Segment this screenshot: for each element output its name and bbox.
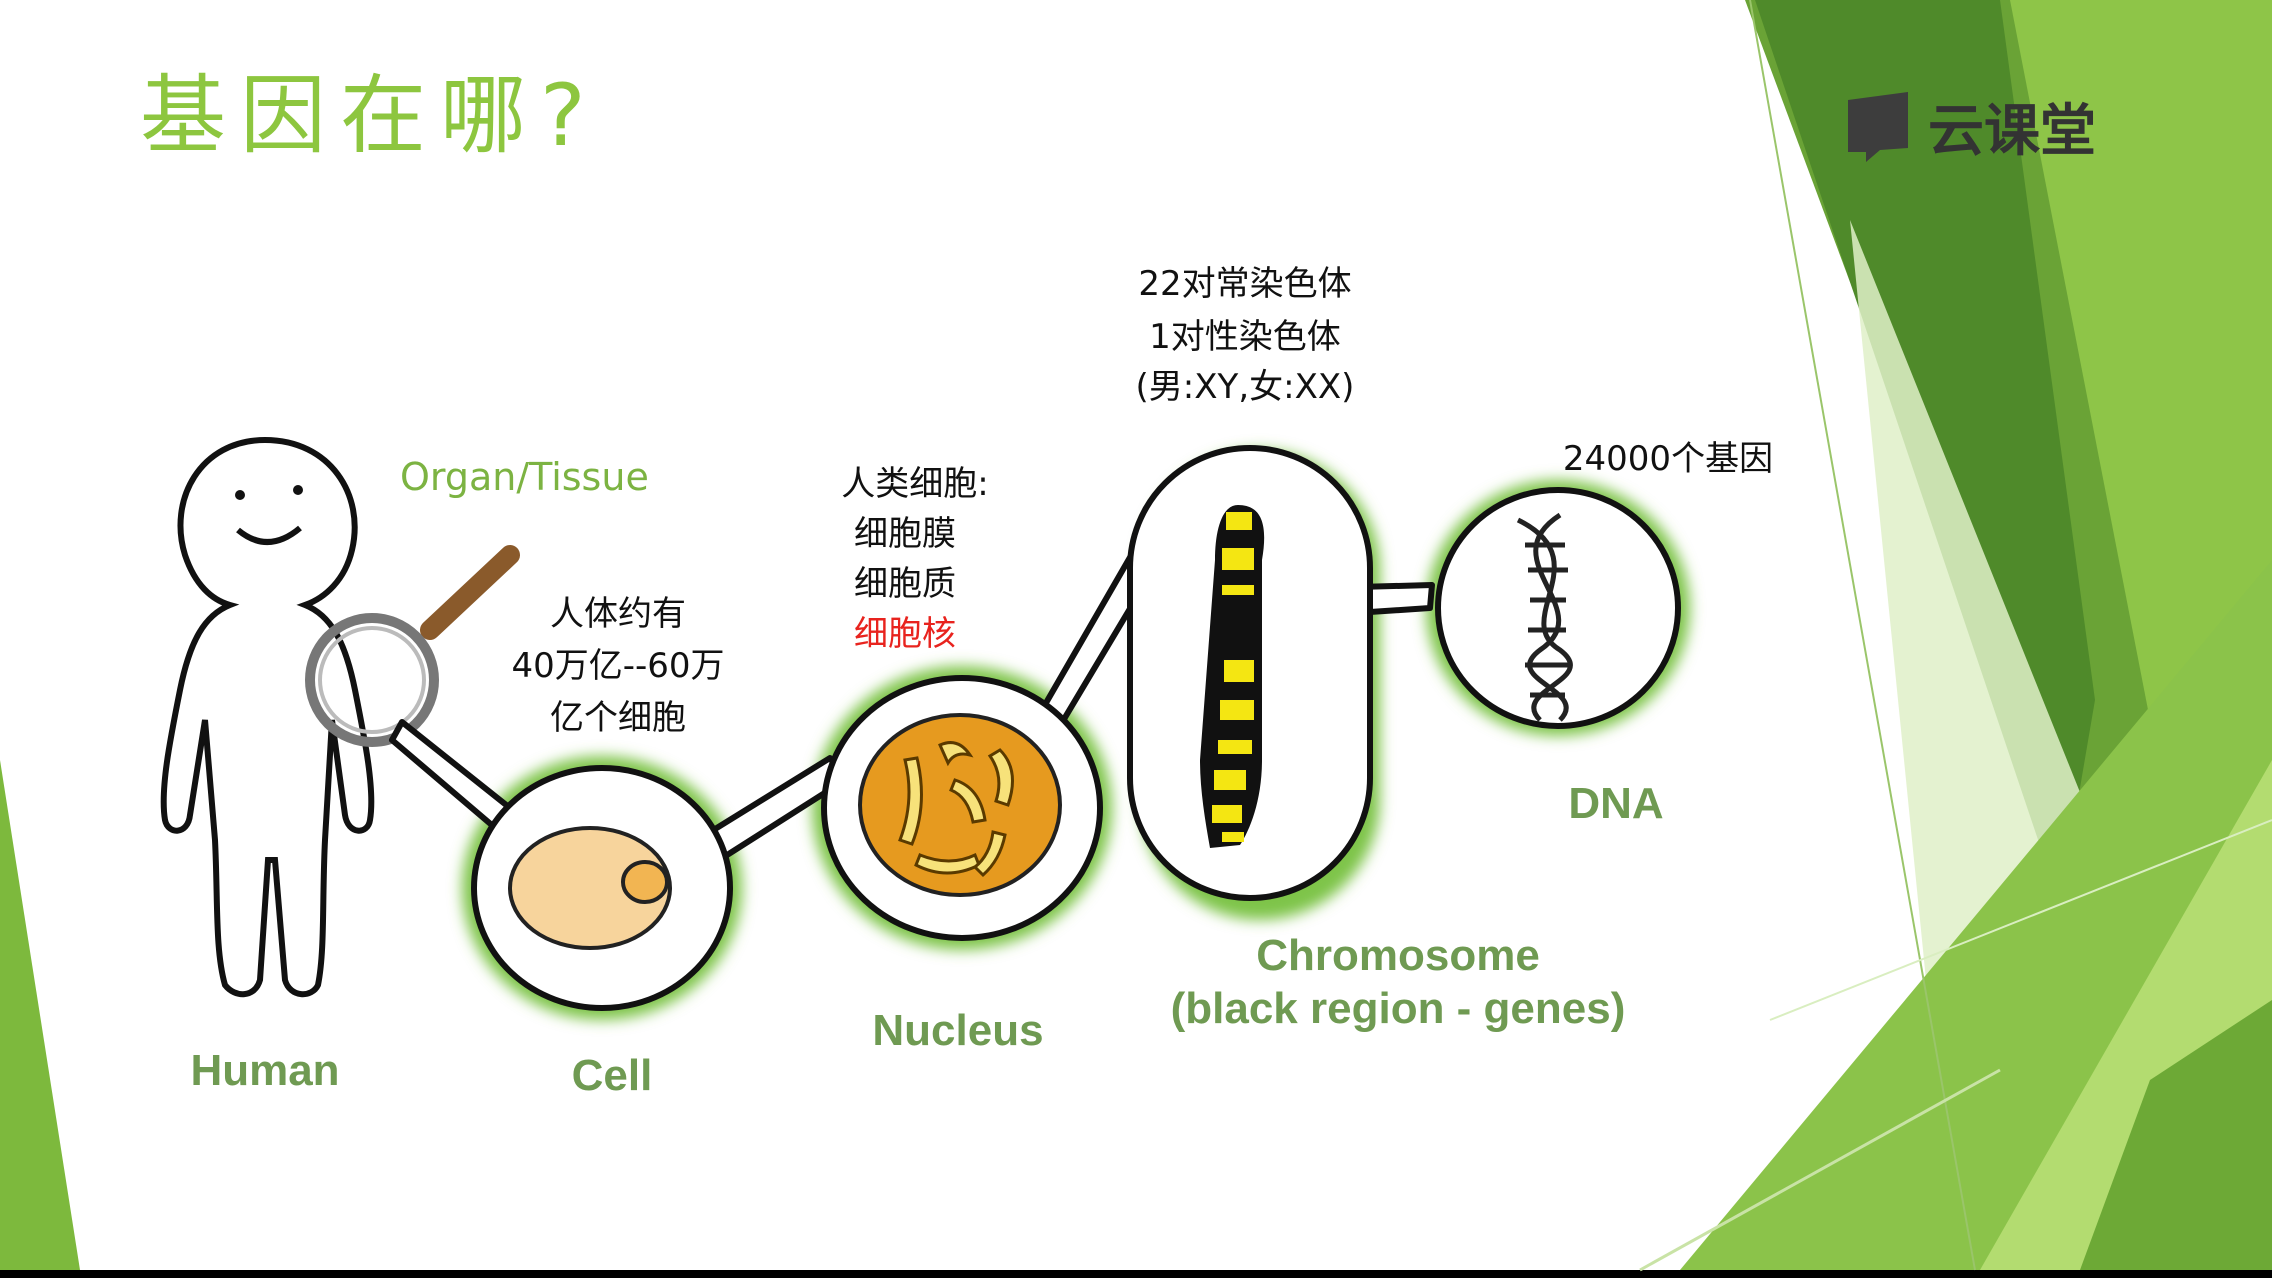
note-line: 细胞质 [854,564,956,604]
note-line: 40万亿--60万 [511,646,724,686]
note-line: 22对常染色体 [1138,264,1351,304]
label-cell: Cell [572,1051,653,1100]
chromosome-bubble [1127,445,1373,901]
chromosome-note: 22对常染色体 1对性染色体 (男:XY,女:XX) [1136,264,1355,407]
human-figure-icon [160,436,375,998]
magnifier-icon [305,545,520,747]
logo-text: 云课堂 [1928,99,2096,164]
label-chromosome-sub: (black region - genes) [1171,984,1626,1033]
note-line: 亿个细胞 [550,698,686,738]
label-dna: DNA [1568,779,1663,828]
chromosome-yellow-bands [1212,512,1254,842]
cloud-class-logo-icon [1848,92,1908,162]
note-line: 细胞膜 [854,514,956,554]
body-cells-note: 人体约有 40万亿--60万 亿个细胞 [511,594,724,738]
note-line: (男:XY,女:XX) [1136,367,1355,407]
label-chromosome: Chromosome [1256,931,1540,980]
slide-title: 基因在哪? [140,66,600,166]
note-line: 人体约有 [550,594,686,634]
note-line: 人类细胞: [841,464,988,504]
note-line-highlight: 细胞核 [854,614,956,654]
label-nucleus: Nucleus [872,1006,1043,1055]
cell-bubble [471,765,733,1011]
note-line: 1对性染色体 [1149,317,1341,357]
dna-helix-icon [1516,512,1573,722]
dna-bubble [1435,487,1681,729]
cell-parts-note: 人类细胞: 细胞膜 细胞质 细胞核 [841,464,988,654]
decorative-green-shapes [1639,0,2272,1272]
decorative-green-left [0,760,80,1270]
organ-tissue-label: Organ/Tissue [400,455,649,499]
label-human: Human [190,1046,339,1095]
nucleus-bubble [821,675,1103,941]
genes-note: 24000个基因 [1563,439,1773,479]
cloud-class-logo: 云课堂 [1848,92,2096,164]
